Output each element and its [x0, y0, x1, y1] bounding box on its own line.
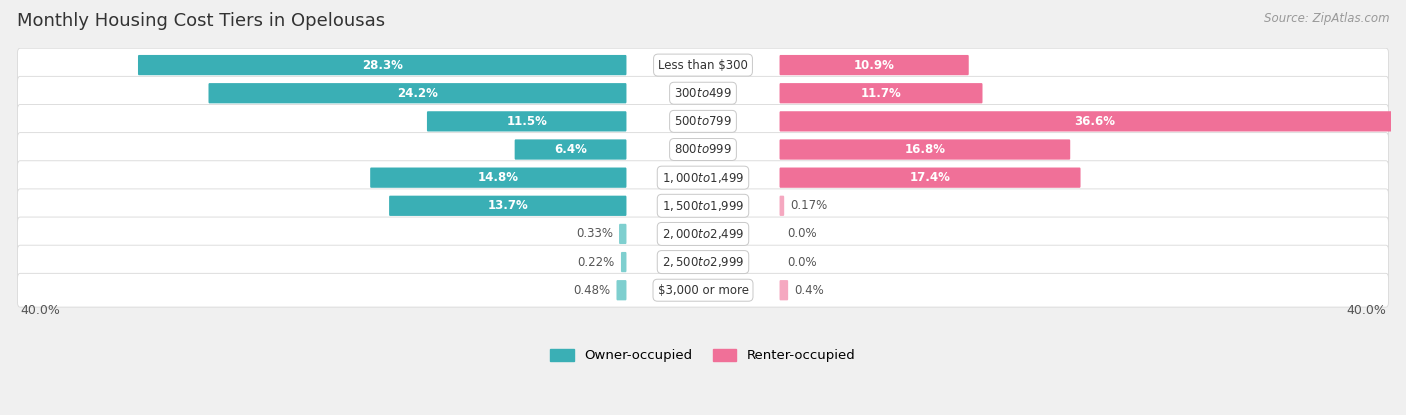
- FancyBboxPatch shape: [779, 111, 1406, 132]
- FancyBboxPatch shape: [18, 217, 1388, 251]
- Text: 0.48%: 0.48%: [574, 284, 610, 297]
- FancyBboxPatch shape: [138, 55, 627, 75]
- FancyBboxPatch shape: [621, 252, 627, 272]
- Text: 14.8%: 14.8%: [478, 171, 519, 184]
- FancyBboxPatch shape: [389, 195, 627, 216]
- Text: $2,500 to $2,999: $2,500 to $2,999: [662, 255, 744, 269]
- FancyBboxPatch shape: [427, 111, 627, 132]
- FancyBboxPatch shape: [779, 195, 785, 216]
- Text: $1,500 to $1,999: $1,500 to $1,999: [662, 199, 744, 213]
- Text: 0.17%: 0.17%: [790, 199, 828, 212]
- Text: 28.3%: 28.3%: [361, 59, 402, 71]
- Text: 40.0%: 40.0%: [1346, 304, 1386, 317]
- Legend: Owner-occupied, Renter-occupied: Owner-occupied, Renter-occupied: [546, 343, 860, 368]
- Text: $300 to $499: $300 to $499: [673, 87, 733, 100]
- Text: Monthly Housing Cost Tiers in Opelousas: Monthly Housing Cost Tiers in Opelousas: [17, 12, 385, 30]
- Text: 40.0%: 40.0%: [20, 304, 60, 317]
- FancyBboxPatch shape: [515, 139, 627, 160]
- Text: $500 to $799: $500 to $799: [673, 115, 733, 128]
- FancyBboxPatch shape: [18, 105, 1388, 138]
- Text: 10.9%: 10.9%: [853, 59, 894, 71]
- Text: Source: ZipAtlas.com: Source: ZipAtlas.com: [1264, 12, 1389, 25]
- FancyBboxPatch shape: [616, 280, 627, 300]
- FancyBboxPatch shape: [18, 273, 1388, 307]
- Text: $800 to $999: $800 to $999: [673, 143, 733, 156]
- Text: 16.8%: 16.8%: [904, 143, 945, 156]
- Text: 36.6%: 36.6%: [1074, 115, 1115, 128]
- Text: 24.2%: 24.2%: [396, 87, 437, 100]
- Text: 0.0%: 0.0%: [787, 227, 817, 240]
- FancyBboxPatch shape: [18, 133, 1388, 166]
- Text: 6.4%: 6.4%: [554, 143, 586, 156]
- Text: 0.22%: 0.22%: [578, 256, 614, 269]
- FancyBboxPatch shape: [18, 189, 1388, 223]
- FancyBboxPatch shape: [779, 83, 983, 103]
- Text: 0.0%: 0.0%: [787, 256, 817, 269]
- Text: 11.5%: 11.5%: [506, 115, 547, 128]
- FancyBboxPatch shape: [779, 55, 969, 75]
- FancyBboxPatch shape: [619, 224, 627, 244]
- Text: 13.7%: 13.7%: [488, 199, 529, 212]
- Text: $2,000 to $2,499: $2,000 to $2,499: [662, 227, 744, 241]
- Text: 17.4%: 17.4%: [910, 171, 950, 184]
- FancyBboxPatch shape: [18, 48, 1388, 82]
- FancyBboxPatch shape: [370, 168, 627, 188]
- Text: 0.33%: 0.33%: [576, 227, 613, 240]
- FancyBboxPatch shape: [779, 168, 1081, 188]
- Text: 0.4%: 0.4%: [794, 284, 824, 297]
- Text: Less than $300: Less than $300: [658, 59, 748, 71]
- Text: 11.7%: 11.7%: [860, 87, 901, 100]
- Text: $3,000 or more: $3,000 or more: [658, 284, 748, 297]
- FancyBboxPatch shape: [18, 161, 1388, 195]
- Text: $1,000 to $1,499: $1,000 to $1,499: [662, 171, 744, 185]
- FancyBboxPatch shape: [779, 280, 789, 300]
- FancyBboxPatch shape: [208, 83, 627, 103]
- FancyBboxPatch shape: [779, 139, 1070, 160]
- FancyBboxPatch shape: [18, 245, 1388, 279]
- FancyBboxPatch shape: [18, 76, 1388, 110]
